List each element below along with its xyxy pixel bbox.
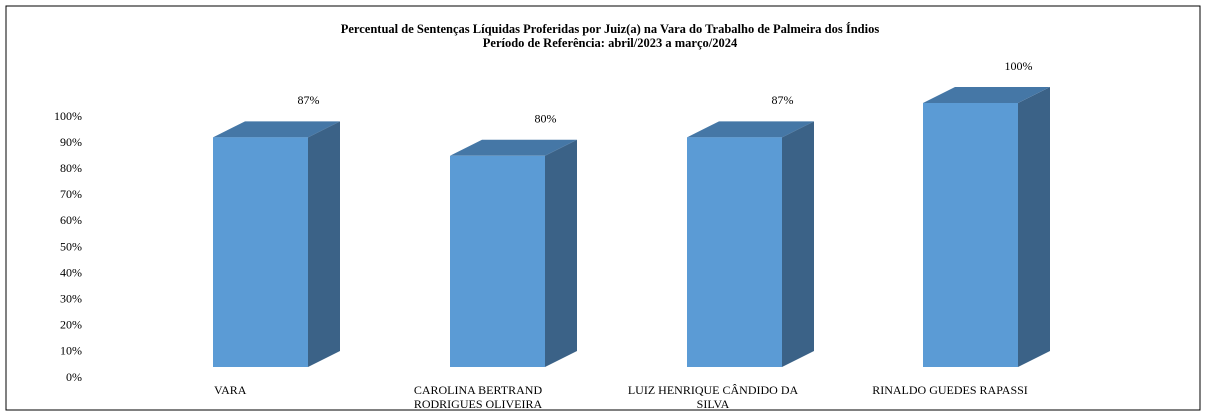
bar [450,139,577,367]
y-tick-label: 60% [60,213,82,227]
bar-top [923,87,1050,103]
bar-front [450,155,545,367]
value-label: 100% [1005,59,1033,73]
bar-top [450,139,577,156]
x-tick-label: CAROLINA BERTRAND RODRIGUES OLIVEIRA [413,383,543,411]
value-label: 80% [535,112,557,126]
x-tick-label: VARA [214,383,247,397]
chart-frame [5,5,1201,411]
y-tick-label: 90% [60,135,82,149]
y-tick-label: 40% [60,265,82,279]
x-tick-label: RINALDO GUEDES RAPASSI [872,383,1028,397]
y-tick-label: 20% [60,318,82,332]
bar-front [213,137,308,367]
value-label: 87% [298,93,320,107]
chart-title: Percentual de Sentenças Líquidas Proferi… [341,22,880,36]
bar [213,121,340,367]
y-tick-label: 30% [60,291,82,305]
bar-top [687,121,814,138]
y-tick-label: 0% [66,370,82,384]
y-tick-label: 80% [60,161,82,175]
y-tick-label: 100% [54,109,82,123]
y-tick-label: 70% [60,187,82,201]
bar-top [213,121,340,138]
bar-front [687,137,782,367]
bar-side [545,139,577,367]
bar [923,87,1050,367]
bar-side [782,121,814,367]
bar-side [1018,87,1050,367]
y-tick-label: 50% [60,239,82,253]
x-tick-label: LUIZ HENRIQUE CÂNDIDO DA SILVA [627,383,799,411]
value-label: 87% [772,93,794,107]
chart-subtitle: Período de Referência: abril/2023 a març… [483,36,738,50]
bar-side [308,121,340,367]
y-tick-label: 10% [60,344,82,358]
bar [687,121,814,367]
bar-front [923,103,1018,367]
